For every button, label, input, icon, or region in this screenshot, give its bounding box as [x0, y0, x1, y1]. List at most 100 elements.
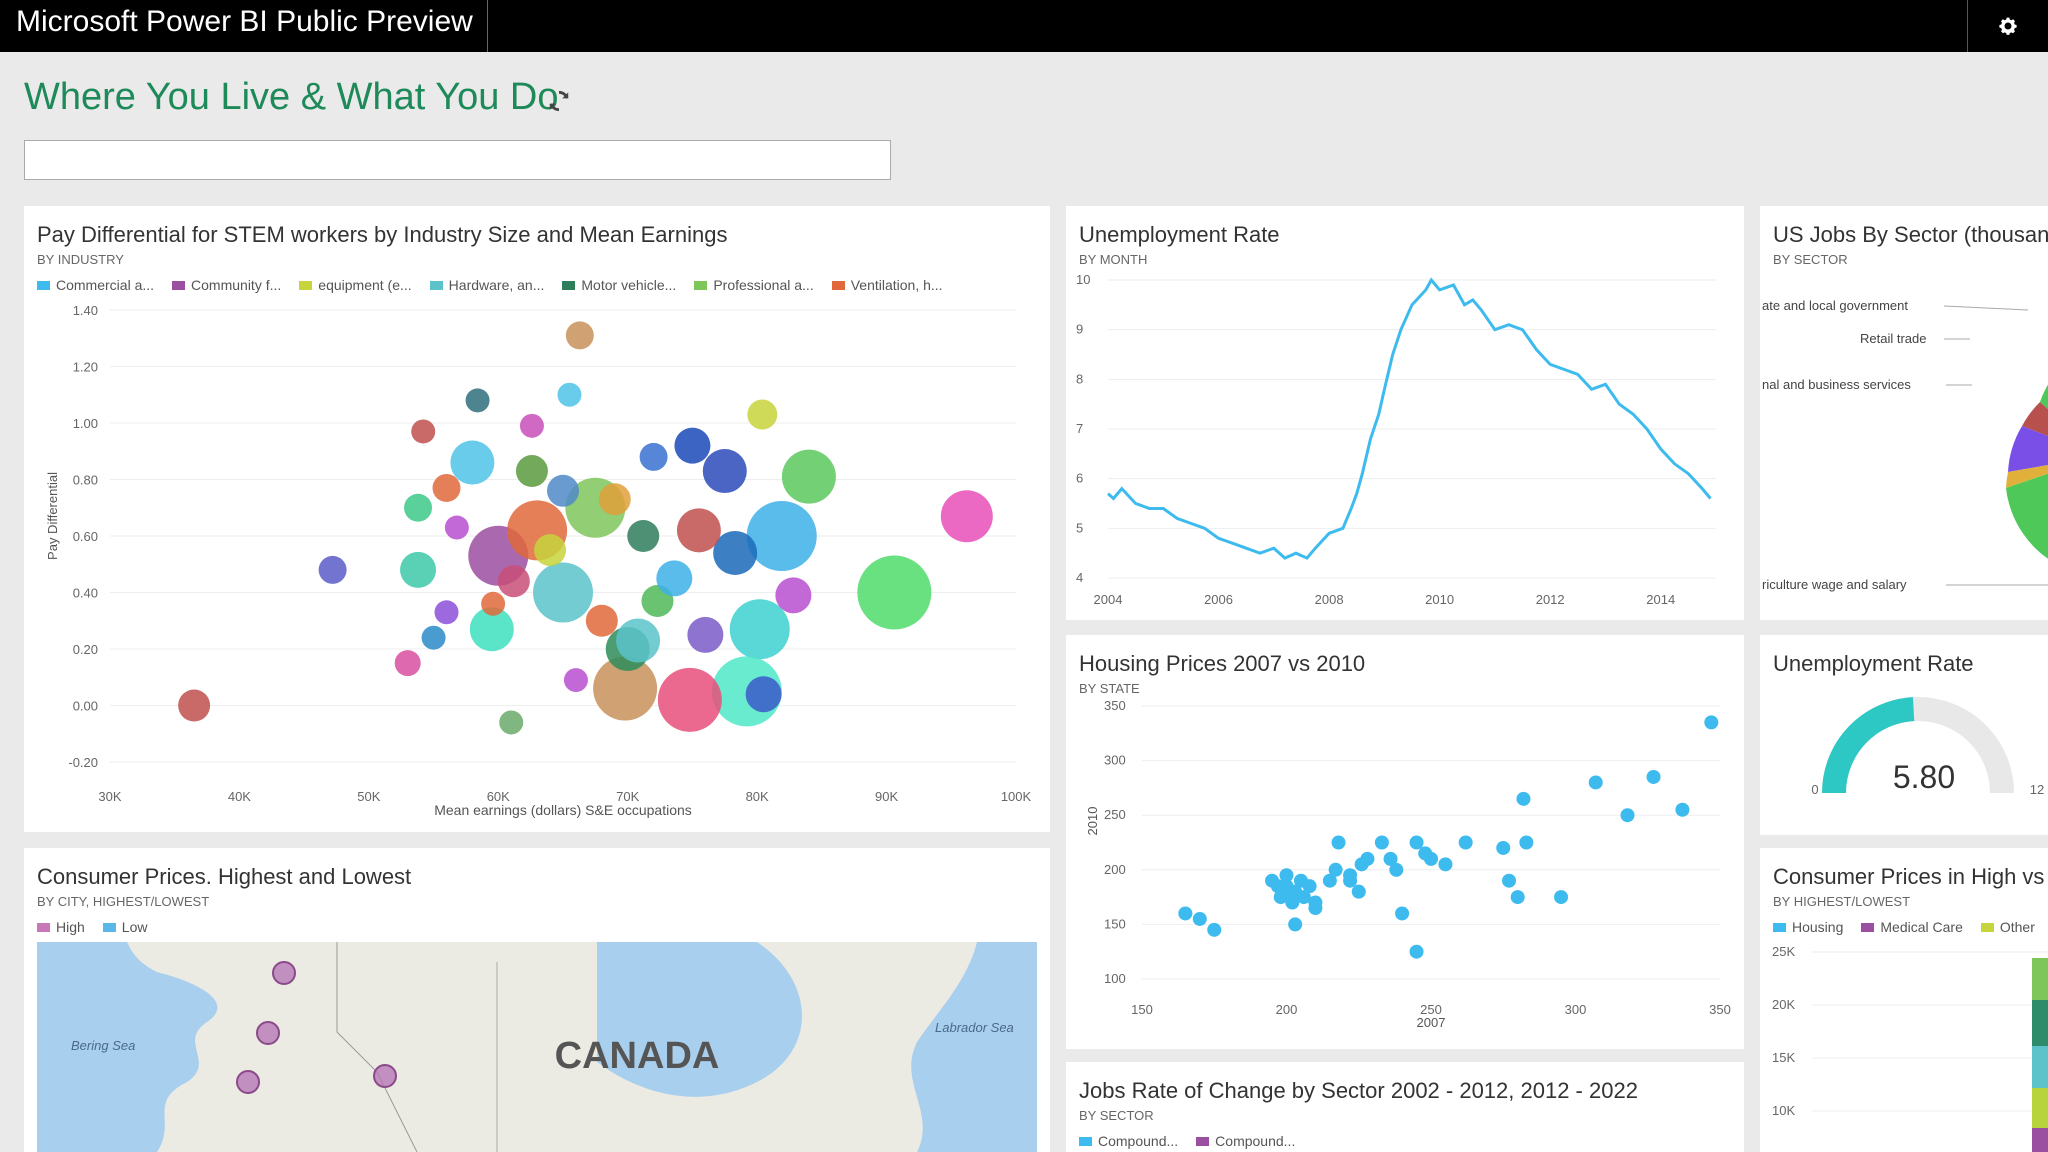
- bubble[interactable]: [940, 490, 993, 543]
- bubble[interactable]: [533, 562, 593, 623]
- bubble[interactable]: [434, 600, 459, 625]
- bubble[interactable]: [421, 625, 446, 650]
- scatter-point[interactable]: [1409, 835, 1424, 850]
- scatter-point[interactable]: [1296, 890, 1311, 905]
- bubble[interactable]: [857, 555, 932, 630]
- scatter-point[interactable]: [1351, 884, 1366, 899]
- scatter-point[interactable]: [1207, 922, 1222, 937]
- bubble[interactable]: [515, 455, 548, 488]
- bubble[interactable]: [563, 668, 588, 693]
- bubble[interactable]: [676, 508, 721, 553]
- bubble[interactable]: [639, 442, 668, 471]
- gauge-chart[interactable]: 5.80 0 12: [1760, 635, 2048, 835]
- bubble[interactable]: [547, 474, 579, 507]
- tile-unemployment-gauge[interactable]: Unemployment Rate 5.80 0 12: [1760, 635, 2048, 835]
- scatter-point[interactable]: [1516, 791, 1531, 806]
- bubble[interactable]: [450, 440, 495, 485]
- settings-button[interactable]: [1968, 0, 2048, 52]
- scatter-point[interactable]: [1519, 835, 1534, 850]
- tile-consumer-prices-map[interactable]: Consumer Prices. Highest and Lowest BY C…: [24, 848, 1050, 1152]
- consumer-prices-map[interactable]: CANADA Bering Sea Labrador Sea: [37, 942, 1037, 1152]
- bubble[interactable]: [400, 551, 437, 588]
- scatter-point[interactable]: [1383, 851, 1398, 866]
- bubble[interactable]: [565, 321, 594, 350]
- scatter-point[interactable]: [1458, 835, 1473, 850]
- scatter-point[interactable]: [1502, 873, 1517, 888]
- scatter-point[interactable]: [1675, 802, 1690, 817]
- scatter-point[interactable]: [1438, 857, 1453, 872]
- unemployment-line-chart[interactable]: 10 9 8 7 6 5 4 2004 2006 2008 2010 2012 2014: [1066, 206, 1744, 620]
- tile-housing-scatter[interactable]: Housing Prices 2007 vs 2010 BY STATE 350…: [1066, 635, 1744, 1049]
- scatter-point[interactable]: [1322, 873, 1337, 888]
- scatter-point[interactable]: [1288, 917, 1303, 932]
- refresh-icon[interactable]: [546, 88, 572, 114]
- scatter-point[interactable]: [1331, 835, 1346, 850]
- scatter-point[interactable]: [1496, 840, 1511, 855]
- jobs-pie-chart[interactable]: ate and local government Retail trade na…: [1760, 206, 2048, 620]
- scatter-point[interactable]: [1424, 851, 1438, 866]
- tile-consumer-high-vs-low[interactable]: Consumer Prices in High vs Low BY HIGHES…: [1760, 848, 2048, 1152]
- scatter-point[interactable]: [1554, 890, 1569, 905]
- bubble[interactable]: [499, 710, 524, 735]
- scatter-point[interactable]: [1389, 862, 1404, 877]
- bubble[interactable]: [444, 515, 469, 540]
- bubble[interactable]: [674, 427, 711, 464]
- scatter-point[interactable]: [1178, 906, 1193, 921]
- scatter-point[interactable]: [1279, 884, 1294, 899]
- bubble[interactable]: [481, 591, 506, 616]
- bubble[interactable]: [657, 667, 722, 732]
- bubble[interactable]: [746, 501, 817, 571]
- scatter-point[interactable]: [1704, 715, 1719, 730]
- scatter-point[interactable]: [1328, 862, 1343, 877]
- bubble[interactable]: [519, 413, 544, 438]
- scatter-point[interactable]: [1285, 895, 1300, 910]
- bubble[interactable]: [713, 530, 758, 575]
- scatter-point[interactable]: [1510, 890, 1525, 905]
- bubble[interactable]: [775, 577, 812, 614]
- bubble[interactable]: [745, 676, 782, 713]
- bubble[interactable]: [687, 616, 724, 653]
- consumer-bar-chart[interactable]: 25K 20K 15K 10K: [1760, 848, 2048, 1152]
- scatter-point[interactable]: [1395, 906, 1410, 921]
- scatter-point[interactable]: [1279, 868, 1294, 883]
- bubble[interactable]: [593, 656, 658, 721]
- bubble[interactable]: [497, 565, 530, 598]
- bubble[interactable]: [465, 388, 490, 413]
- bubble[interactable]: [729, 599, 790, 660]
- bubble[interactable]: [616, 618, 661, 663]
- tile-jobs-by-sector[interactable]: US Jobs By Sector (thousands) BY SECTOR …: [1760, 206, 2048, 620]
- scatter-point[interactable]: [1374, 835, 1389, 850]
- scatter-point[interactable]: [1192, 911, 1207, 926]
- bubble[interactable]: [469, 607, 514, 652]
- bubble[interactable]: [702, 449, 747, 494]
- bubble[interactable]: [781, 449, 836, 504]
- stem-bubble-chart[interactable]: 1.40 1.20 1.00 0.80 0.60 0.40 0.20 0.00 -0.20 30K…: [24, 206, 1050, 832]
- scatter-point[interactable]: [1646, 769, 1661, 784]
- bubble[interactable]: [627, 520, 660, 552]
- bubble[interactable]: [585, 604, 618, 637]
- scatter-point[interactable]: [1360, 851, 1375, 866]
- bubble[interactable]: [178, 689, 211, 722]
- scatter-point[interactable]: [1302, 879, 1317, 894]
- scatter-point[interactable]: [1308, 895, 1323, 910]
- scatter-point[interactable]: [1588, 775, 1603, 790]
- tile-stem-bubble-chart[interactable]: Pay Differential for STEM workers by Ind…: [24, 206, 1050, 832]
- bubble[interactable]: [404, 493, 433, 522]
- bubble[interactable]: [747, 399, 778, 430]
- pie-chart[interactable]: [2006, 368, 2048, 566]
- bubble[interactable]: [318, 555, 347, 584]
- bubble[interactable]: [534, 534, 567, 567]
- bubble[interactable]: [411, 419, 436, 444]
- tile-unemployment-line[interactable]: Unemployment Rate BY MONTH 10 9 8 7 6 5 4 2004 2…: [1066, 206, 1744, 620]
- line-series[interactable]: [1107, 277, 1712, 560]
- bubble[interactable]: [394, 650, 421, 677]
- scatter-point[interactable]: [1343, 873, 1358, 888]
- tile-jobs-rate-of-change[interactable]: Jobs Rate of Change by Sector 2002 - 201…: [1066, 1062, 1744, 1152]
- scatter-point[interactable]: [1409, 944, 1424, 959]
- bubble[interactable]: [432, 473, 461, 502]
- housing-scatter-chart[interactable]: 350 300 250 200 150 100 150 200 250 300 350 2007 201…: [1066, 635, 1744, 1049]
- bubble[interactable]: [656, 560, 693, 597]
- scatter-point[interactable]: [1620, 808, 1635, 823]
- bubble[interactable]: [557, 382, 582, 407]
- qa-input[interactable]: [24, 140, 891, 180]
